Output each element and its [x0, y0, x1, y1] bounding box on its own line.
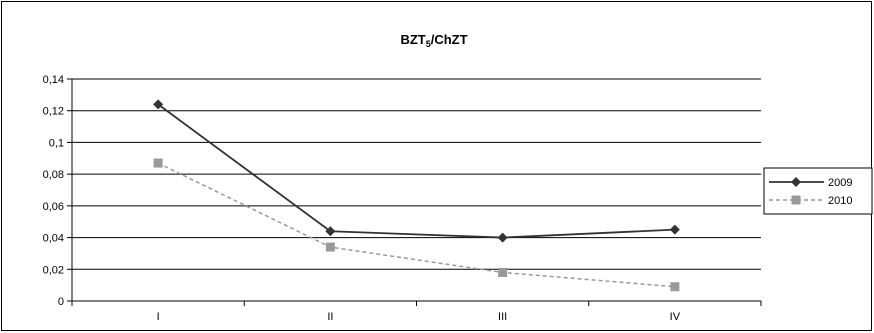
data-point-2010-II	[325, 242, 335, 252]
legend: 2009 2010	[763, 167, 873, 215]
series-line-2009	[157, 103, 675, 239]
x-tick-label: IV	[670, 311, 681, 323]
data-point-2010-III	[498, 267, 508, 277]
data-point-2009-III	[497, 232, 508, 243]
data-point-2009-IV	[669, 224, 680, 235]
data-point-2009-II	[325, 226, 336, 237]
y-tick-label: 0	[58, 296, 64, 308]
data-point-2010-I	[153, 158, 163, 168]
chart-title-rest: /ChZT	[431, 32, 468, 47]
y-tick-label: 0,14	[43, 74, 64, 86]
y-tick-label: 0,06	[43, 201, 64, 213]
legend-label-2010: 2010	[828, 195, 852, 207]
chart-title-subscript: 5	[426, 39, 431, 49]
y-tick-label: 0,04	[43, 233, 64, 245]
data-point-2009-I	[153, 99, 164, 110]
plot-area: 00,020,040,060,080,10,120,14I II III IV	[43, 74, 762, 323]
y-tick-label: 0,12	[43, 106, 64, 118]
legend-label-2009: 2009	[828, 177, 852, 189]
y-tick-label: 0,02	[43, 264, 64, 276]
data-point-2010-IV	[670, 282, 680, 292]
chart-title: BZT5/ChZT	[400, 32, 467, 49]
x-tick-label: III	[498, 311, 507, 323]
legend-box	[763, 167, 873, 215]
legend-marker-2009	[791, 177, 801, 187]
x-tick-label: I	[157, 311, 160, 323]
y-tick-label: 0,1	[49, 137, 64, 149]
y-tick-label: 0,08	[43, 169, 64, 181]
chart-title-main: BZT	[400, 32, 425, 47]
legend-marker-2010	[791, 195, 801, 205]
series-line-2010	[157, 162, 675, 288]
x-tick-label: II	[327, 311, 333, 323]
